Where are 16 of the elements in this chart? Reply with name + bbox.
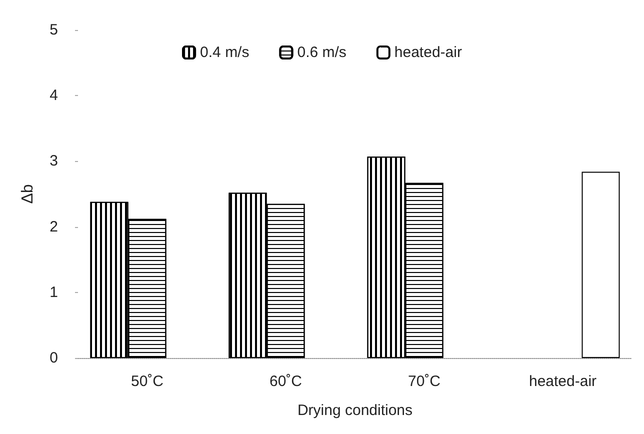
legend-label: 0.4 m/s (200, 44, 250, 61)
x-tick-label: heated-air (528, 373, 597, 390)
bar (582, 172, 620, 358)
x-tick-label: 70˚C (408, 373, 441, 390)
x-axis-title: Drying conditions (297, 402, 413, 419)
x-tick-label: 60˚C (269, 373, 302, 390)
y-tick-label: 2 (50, 218, 58, 236)
y-axis-title: Δb (20, 184, 36, 204)
y-tick-label: 4 (50, 87, 58, 104)
y-tick-label: 3 (50, 152, 58, 170)
legend-label: heated-air (394, 44, 462, 61)
y-tick-label: 0 (50, 350, 58, 366)
y-tick-label: 5 (50, 22, 58, 38)
legend-label: 0.6 m/s (297, 44, 346, 61)
x-tick-label: 50˚C (130, 373, 164, 390)
y-tick-label: 1 (50, 284, 58, 301)
